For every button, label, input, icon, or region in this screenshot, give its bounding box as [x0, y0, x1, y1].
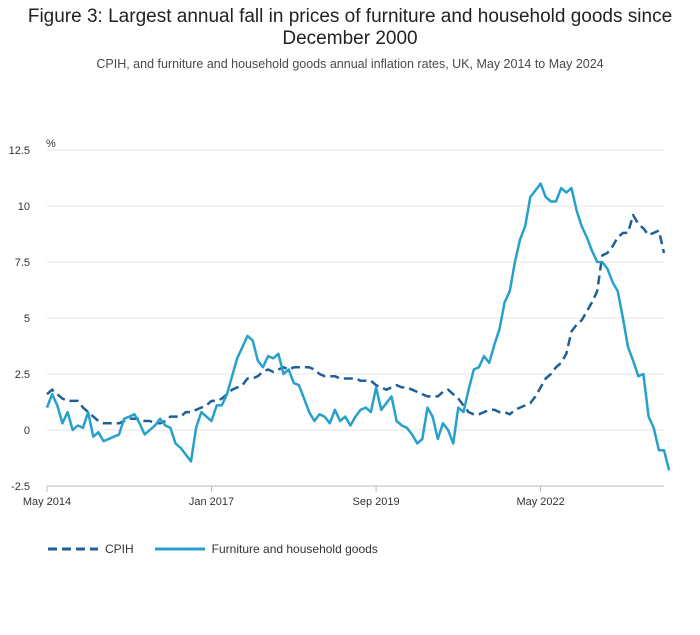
x-tick-label: May 2022 — [516, 496, 564, 508]
series-line-cpih — [46, 213, 666, 425]
y-tick-label: 5 — [24, 313, 30, 325]
legend-label-furniture: Furniture and household goods — [211, 542, 378, 556]
y-tick-label: 0 — [24, 425, 30, 437]
x-tick-label: Jan 2017 — [189, 496, 234, 508]
legend-label-cpih: CPIH — [105, 542, 134, 556]
y-tick-label: -2.5 — [11, 481, 30, 493]
x-tick-label: Sep 2019 — [353, 496, 400, 508]
legend-swatch-cpih — [48, 547, 98, 551]
legend-item-cpih: CPIH — [47, 542, 134, 556]
y-tick-label: 10 — [18, 201, 30, 213]
chart-subtitle: CPIH, and furniture and household goods … — [96, 57, 604, 71]
legend-swatch-furniture — [154, 547, 205, 551]
y-tick-label: 7.5 — [15, 257, 30, 269]
x-tick-label: May 2014 — [23, 496, 71, 508]
line-chart: 12.5 10 7.5 5 2.5 0 -2.5% May 2014 Jan 2017 Sep 2… — [9, 138, 671, 508]
y-axis-label: % — [46, 138, 56, 150]
chart-legend: CPIH Furniture and household goods — [47, 542, 398, 556]
y-tick-label: 12.5 — [9, 145, 30, 157]
chart-title: Figure 3: Largest annual fall in prices … — [27, 6, 673, 49]
y-tick-label: 2.5 — [15, 369, 30, 381]
series-line-furniture — [45, 182, 671, 471]
legend-item-furniture: Furniture and household goods — [154, 542, 378, 556]
